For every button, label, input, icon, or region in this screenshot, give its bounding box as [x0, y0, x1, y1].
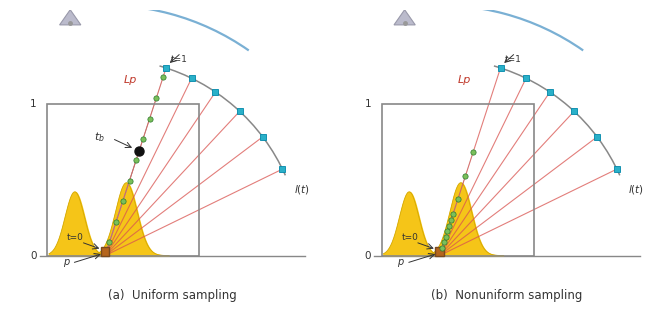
Text: $l(t)$: $l(t)$: [628, 183, 644, 196]
Bar: [436, 247, 444, 256]
Text: $l(t)$: $l(t)$: [293, 183, 310, 196]
Text: p: p: [397, 257, 403, 267]
Polygon shape: [60, 10, 81, 25]
Bar: [382, 104, 533, 256]
Text: 1: 1: [30, 99, 37, 109]
Text: 0: 0: [30, 250, 37, 260]
Text: 1: 1: [364, 99, 371, 109]
Text: p: p: [62, 257, 69, 267]
Bar: [101, 247, 109, 256]
Text: t=0: t=0: [401, 233, 419, 242]
Text: (a)  Uniform sampling: (a) Uniform sampling: [107, 289, 237, 302]
Text: t=1: t=1: [505, 55, 522, 64]
Text: $t_b$: $t_b$: [94, 130, 105, 144]
Polygon shape: [394, 10, 415, 25]
Bar: [48, 104, 199, 256]
Text: Lp: Lp: [123, 75, 137, 85]
Text: t=0: t=0: [67, 233, 84, 242]
Text: Lp: Lp: [458, 75, 472, 85]
Text: t=1: t=1: [171, 55, 188, 64]
Text: (b)  Nonuniform sampling: (b) Nonuniform sampling: [431, 289, 582, 302]
Text: 0: 0: [364, 250, 371, 260]
